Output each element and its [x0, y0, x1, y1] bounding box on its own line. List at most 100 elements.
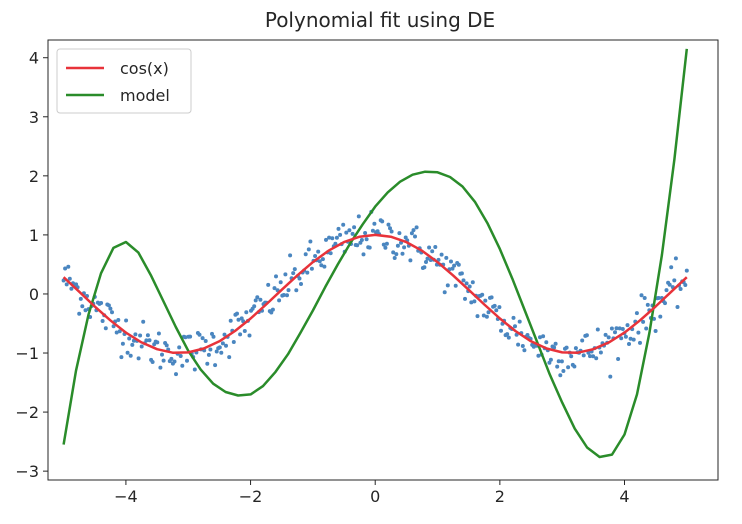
- scatter-point: [413, 234, 417, 239]
- scatter-point: [663, 301, 667, 306]
- scatter-point: [258, 297, 263, 302]
- scatter-point: [636, 330, 641, 335]
- scatter-point: [281, 293, 286, 297]
- scatter-point: [110, 310, 114, 315]
- scatter-point: [544, 340, 549, 345]
- scatter-point: [658, 314, 663, 319]
- scatter-point: [147, 338, 152, 343]
- scatter-point: [235, 311, 239, 316]
- scatter-point: [625, 323, 630, 328]
- scatter-point: [564, 345, 569, 350]
- scatter-point: [613, 330, 617, 335]
- scatter-point: [355, 243, 360, 248]
- scatter-point: [344, 230, 349, 235]
- scatter-point: [609, 326, 614, 331]
- scatter-point: [219, 350, 224, 355]
- scatter-point: [66, 264, 71, 269]
- scatter-point: [211, 334, 216, 339]
- scatter-point: [255, 295, 260, 300]
- legend-label-cos: cos(x): [120, 59, 169, 78]
- scatter-point: [595, 327, 600, 332]
- scatter-point: [283, 272, 288, 277]
- scatter-point: [330, 236, 335, 241]
- scatter-point: [525, 333, 530, 337]
- scatter-point: [594, 356, 599, 361]
- scatter-point: [439, 252, 444, 257]
- scatter-point: [673, 256, 678, 261]
- scatter-point: [470, 280, 475, 285]
- scatter-point: [483, 298, 488, 303]
- scatter-point: [119, 355, 124, 360]
- scatter-point: [200, 336, 205, 341]
- scatter-point: [174, 372, 178, 377]
- scatter-point: [644, 326, 649, 331]
- scatter-point: [141, 319, 146, 324]
- scatter-point: [511, 315, 516, 320]
- scatter-point: [69, 286, 74, 291]
- scatter-point: [548, 357, 553, 362]
- scatter-point: [108, 306, 113, 311]
- scatter-point: [472, 299, 477, 304]
- scatter-point: [252, 304, 257, 309]
- scatter-point: [414, 225, 419, 230]
- scatter-point: [242, 329, 247, 333]
- scatter-point: [584, 333, 589, 338]
- scatter-point: [391, 250, 396, 255]
- scatter-point: [67, 276, 72, 281]
- scatter-point: [220, 341, 225, 346]
- scatter-point: [306, 247, 311, 252]
- y-tick-label: −3: [15, 462, 39, 481]
- scatter-point: [228, 318, 233, 323]
- scatter-point: [303, 252, 308, 257]
- scatter-point: [480, 292, 485, 297]
- scatter-point: [103, 326, 108, 331]
- scatter-point: [402, 245, 407, 250]
- scatter-point: [231, 340, 236, 344]
- scatter-point: [278, 280, 283, 285]
- scatter-point: [623, 334, 628, 339]
- scatter-point: [475, 314, 480, 319]
- scatter-point: [136, 356, 141, 361]
- scatter-point: [286, 288, 291, 293]
- scatter-point: [639, 293, 644, 298]
- scatter-point: [494, 308, 499, 313]
- scatter-point: [124, 318, 129, 323]
- scatter-point: [272, 286, 277, 291]
- scatter-point: [363, 231, 368, 235]
- scatter-point: [653, 329, 658, 333]
- scatter-point: [208, 347, 213, 352]
- scatter-point: [678, 287, 683, 291]
- scatter-point: [675, 305, 680, 309]
- x-tick-label: −2: [239, 487, 263, 506]
- scatter-point: [334, 235, 339, 240]
- scatter-point: [461, 278, 466, 283]
- scatter-point: [285, 293, 289, 298]
- scatter-point: [497, 305, 502, 310]
- scatter-point: [581, 353, 586, 358]
- scatter-point: [634, 311, 639, 316]
- scatter-point: [77, 311, 82, 316]
- scatter-point: [427, 245, 432, 250]
- scatter-point: [172, 359, 177, 364]
- scatter-point: [80, 304, 85, 309]
- plot-frame: [47, 39, 719, 481]
- y-tick-label: 1: [29, 226, 39, 245]
- scatter-point: [411, 228, 416, 233]
- scatter-point: [384, 241, 389, 246]
- scatter-point: [667, 282, 672, 287]
- scatter-point: [561, 369, 566, 373]
- scatter-point: [177, 345, 182, 350]
- scatter-point: [188, 334, 193, 339]
- scatter-point: [99, 301, 104, 305]
- scatter-point: [352, 225, 357, 230]
- scatter-point: [559, 359, 564, 364]
- scatter-point: [392, 256, 397, 260]
- scatter-point: [144, 338, 149, 343]
- scatter-point: [467, 284, 472, 289]
- scatter-point: [547, 360, 552, 365]
- legend: cos(x) model: [56, 48, 192, 114]
- scatter-point: [520, 344, 525, 348]
- chart-title: Polynomial fit using DE: [265, 8, 495, 32]
- scatter-point: [556, 359, 561, 364]
